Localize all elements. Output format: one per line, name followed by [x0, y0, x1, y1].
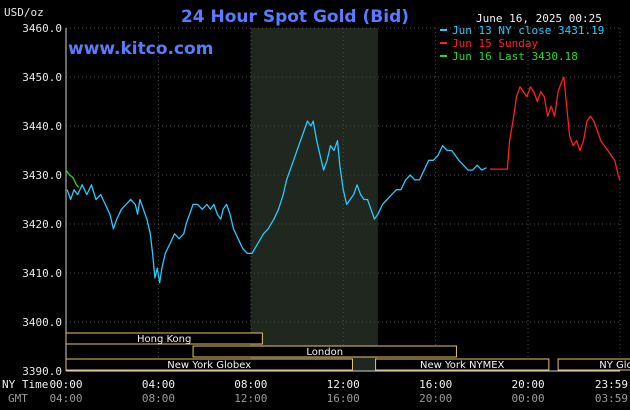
- x-tick-label-ny: 04:00: [142, 378, 175, 391]
- x-tick-label-gmt: 16:00: [327, 392, 360, 405]
- y-tick-label: 3440.0: [22, 120, 62, 133]
- x-tick-label-ny: 12:00: [327, 378, 360, 391]
- x-axis-label-gmt: GMT: [8, 392, 28, 405]
- legend-label: Jun 16 Last 3430.18: [452, 50, 578, 63]
- market-session-box: [192, 345, 457, 358]
- y-tick-label: 3400.0: [22, 316, 62, 329]
- market-session-box: [375, 358, 550, 371]
- y-tick-label: 3420.0: [22, 218, 62, 231]
- x-axis-label-ny: NY Time: [2, 378, 48, 391]
- site-watermark: www.kitco.com: [68, 39, 213, 59]
- x-tick-label-gmt: 20:00: [419, 392, 452, 405]
- y-tick-label: 3390.0: [22, 365, 62, 378]
- market-session-label: Hong Kong: [137, 334, 191, 345]
- y-tick-label: 3430.0: [22, 169, 62, 182]
- highlight-band-group: [250, 28, 378, 371]
- x-tick-label-gmt: 04:00: [49, 392, 82, 405]
- market-session-label: London: [306, 347, 343, 358]
- market-session-label: New York NYMEX: [420, 360, 505, 371]
- market-session-box: [557, 358, 630, 371]
- x-tick-label-ny: 20:00: [511, 378, 544, 391]
- x-tick-label-gmt: 03:59: [595, 392, 628, 405]
- y-tick-label: 3460.0: [22, 22, 62, 35]
- x-tick-label-ny: 08:00: [234, 378, 267, 391]
- x-tick-label-gmt: 12:00: [234, 392, 267, 405]
- units-label: USD/oz: [4, 6, 44, 19]
- chart-title: 24 Hour Spot Gold (Bid): [181, 7, 409, 27]
- y-tick-label: 3450.0: [22, 71, 62, 84]
- market-sessions-group: Hong Kong London New York Globex New York N…: [65, 332, 630, 371]
- timestamp: June 16, 2025 00:25: [476, 12, 602, 25]
- x-tick-label-ny: 00:00: [49, 378, 82, 391]
- series-line: [489, 76, 621, 181]
- y-axis-labels: 3390.0 3400.0 3410.0 3420.0 3430.0 3440.0 3450…: [22, 22, 62, 378]
- series-line: [66, 120, 487, 284]
- market-session-box: [65, 332, 263, 345]
- series-line: [65, 169, 80, 188]
- market-session-label: NY Globex: [599, 360, 630, 371]
- x-tick-label-gmt: 08:00: [142, 392, 175, 405]
- series-group: [65, 76, 621, 284]
- session-highlight-band: [250, 28, 378, 371]
- market-session-label: New York Globex: [167, 360, 251, 371]
- x-tick-label-ny: 16:00: [419, 378, 452, 391]
- legend-label: Jun 13 NY close 3431.19: [452, 24, 604, 37]
- legend-label: Jun 15 Sunday: [452, 37, 538, 50]
- x-tick-label-gmt: 00:00: [511, 392, 544, 405]
- y-tick-label: 3410.0: [22, 267, 62, 280]
- x-tick-label-ny: 23:59: [595, 378, 628, 391]
- x-axis-labels: 00:0004:0004:0008:0008:0012:0012:0016:00…: [49, 378, 628, 405]
- market-session-box: [65, 358, 353, 371]
